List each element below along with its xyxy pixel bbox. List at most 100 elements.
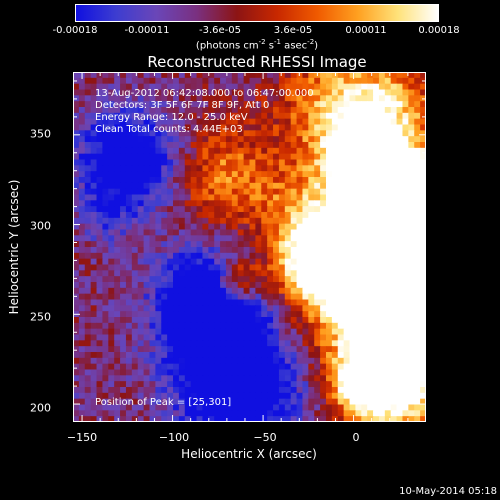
heatmap-cell xyxy=(367,252,374,260)
heatmap-cell xyxy=(420,357,426,365)
heatmap-cell xyxy=(267,194,274,201)
heatmap-cell xyxy=(149,107,156,114)
heatmap-cell xyxy=(390,299,398,306)
heatmap-cell xyxy=(390,352,398,359)
heatmap-cell xyxy=(96,107,104,114)
heatmap-cell xyxy=(373,194,380,201)
heatmap-cell xyxy=(243,83,251,91)
heatmap-cell xyxy=(396,247,404,254)
heatmap-cell xyxy=(414,247,421,254)
heatmap-cell xyxy=(102,165,109,172)
heatmap-cell xyxy=(102,136,109,143)
heatmap-cell xyxy=(402,404,409,411)
heatmap-cell xyxy=(225,293,233,301)
heatmap-cell xyxy=(190,124,198,131)
heatmap-cell xyxy=(261,107,268,114)
heatmap-cell xyxy=(296,118,304,126)
heatmap-cell xyxy=(167,194,174,201)
heatmap-cell xyxy=(137,346,145,353)
heatmap-cell xyxy=(190,398,198,406)
heatmap-cell xyxy=(196,416,204,422)
heatmap-cell xyxy=(184,398,192,406)
heatmap-cell xyxy=(231,252,239,260)
heatmap-cell xyxy=(225,381,233,388)
heatmap-cell xyxy=(208,287,215,295)
heatmap-cell xyxy=(273,270,280,277)
heatmap-cell xyxy=(249,83,256,91)
heatmap-cell xyxy=(202,194,209,201)
heatmap-cell xyxy=(249,118,256,126)
heatmap-cell xyxy=(320,270,327,277)
heatmap-cell xyxy=(208,363,215,371)
heatmap-cell xyxy=(320,311,327,318)
heatmap-cell xyxy=(114,276,121,283)
heatmap-cell xyxy=(296,416,304,422)
heatmap-cell xyxy=(90,200,98,207)
heatmap-cell xyxy=(225,89,233,96)
heatmap-cell xyxy=(90,95,98,102)
heatmap-cell xyxy=(102,317,109,324)
heatmap-cell xyxy=(155,118,162,126)
heatmap-cell xyxy=(73,369,80,376)
heatmap-cell xyxy=(255,206,262,213)
heatmap-cell xyxy=(196,328,204,336)
heatmap-cell xyxy=(378,107,386,114)
heatmap-cell xyxy=(231,322,239,330)
heatmap-cell xyxy=(367,206,374,213)
heatmap-cell xyxy=(278,276,286,283)
heatmap-cell xyxy=(331,83,339,91)
heatmap-cell xyxy=(196,130,204,137)
heatmap-cell xyxy=(343,264,351,271)
heatmap-cell xyxy=(373,130,380,137)
y-tick-label: 200 xyxy=(30,401,51,415)
heatmap-cell xyxy=(102,241,109,248)
heatmap-cell xyxy=(149,328,156,336)
heatmap-cell xyxy=(120,72,127,79)
heatmap-cell xyxy=(196,159,204,166)
heatmap-cell xyxy=(361,357,368,365)
heatmap-cell xyxy=(90,206,98,213)
heatmap-cell xyxy=(90,124,98,131)
heatmap-cell xyxy=(290,381,298,388)
heatmap-cell xyxy=(378,171,386,178)
heatmap-cell xyxy=(149,182,156,190)
heatmap-cell xyxy=(408,381,415,388)
heatmap-cell xyxy=(190,276,198,283)
heatmap-cell xyxy=(343,328,351,336)
heatmap-cell xyxy=(184,188,192,196)
heatmap-cell xyxy=(355,130,362,137)
heatmap-cell xyxy=(249,392,256,400)
heatmap-cell xyxy=(267,258,274,266)
heatmap-cell xyxy=(320,89,327,96)
heatmap-cell xyxy=(278,410,286,417)
heatmap-cell xyxy=(114,101,121,108)
heatmap-cell xyxy=(408,311,415,318)
heatmap-cell xyxy=(267,416,274,422)
heatmap-cell xyxy=(137,357,145,365)
heatmap-cell xyxy=(202,247,209,254)
heatmap-cell xyxy=(249,311,256,318)
heatmap-cell xyxy=(190,159,198,166)
heatmap-cell xyxy=(402,276,409,283)
heatmap-cell xyxy=(108,416,115,422)
heatmap-cell xyxy=(125,223,133,231)
heatmap-cell xyxy=(337,153,345,161)
heatmap-cell xyxy=(408,229,415,236)
heatmap-cell xyxy=(161,72,168,79)
heatmap-cell xyxy=(231,200,239,207)
heatmap-cell xyxy=(396,171,404,178)
heatmap-cell xyxy=(337,217,345,225)
heatmap-cell xyxy=(355,212,362,219)
heatmap-cell xyxy=(231,328,239,336)
heatmap-cell xyxy=(355,72,362,79)
heatmap-cell xyxy=(308,241,315,248)
heatmap-cell xyxy=(155,258,162,266)
heatmap-cell xyxy=(408,258,415,266)
heatmap-cell xyxy=(331,346,339,353)
heatmap-cell xyxy=(196,287,204,295)
heatmap-cell xyxy=(155,398,162,406)
heatmap-cell xyxy=(408,107,415,114)
heatmap-cell xyxy=(390,247,398,254)
heatmap-cell xyxy=(343,194,351,201)
heatmap-cell xyxy=(290,247,298,254)
